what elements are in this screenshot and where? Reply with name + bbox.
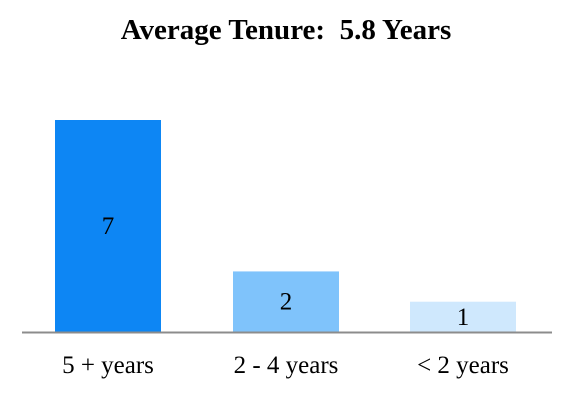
- bar-1: [55, 120, 161, 332]
- tick-label-2: 2 - 4 years: [234, 352, 339, 379]
- data-label-1: 7: [102, 213, 115, 240]
- tick-label-3: < 2 years: [417, 352, 509, 379]
- tick-labels-group: 5 + years 2 - 4 years < 2 years: [62, 352, 509, 379]
- data-label-2: 2: [280, 289, 293, 316]
- data-label-3: 1: [457, 304, 470, 331]
- tick-label-1: 5 + years: [62, 352, 154, 379]
- bar-3: [410, 301, 516, 332]
- data-labels-group: 7 2 1: [102, 213, 470, 331]
- chart-title: Average Tenure: 5.8 Years: [120, 14, 452, 46]
- bars-group: [55, 120, 516, 332]
- bar-2: [233, 271, 339, 332]
